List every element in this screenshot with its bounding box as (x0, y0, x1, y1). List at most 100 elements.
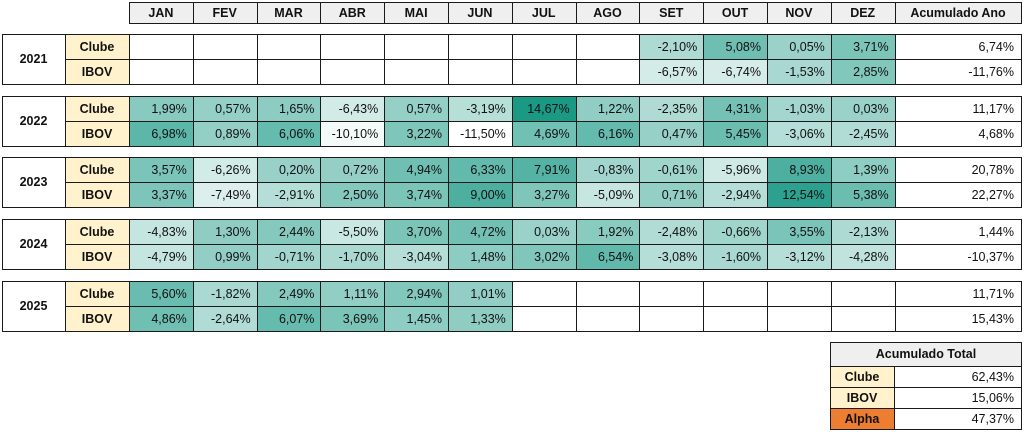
grid-line (2, 84, 1022, 85)
grid-line (830, 34, 832, 84)
year-label-2023: 2023 (2, 157, 65, 207)
grid-line (65, 34, 66, 84)
value-cell-2023-clube-jun: 6,33% (448, 157, 512, 182)
grid-line (639, 281, 641, 331)
grid-line (65, 96, 66, 146)
value-cell-2021-ibov-mar (256, 59, 321, 84)
value-cell-2023-ibov-abr: 2,50% (320, 182, 385, 207)
acc-year-2023-clube: 20,78% (971, 162, 1014, 177)
value-cell-2021-clube-mar (256, 34, 321, 59)
grid-line (767, 34, 768, 84)
grid-line (65, 281, 66, 331)
value-cell-2025-ibov-abr: 3,69% (320, 306, 385, 331)
year-label-2025: 2025 (2, 281, 65, 331)
month-header-ago: AGO (575, 2, 640, 24)
series-label-clube: Clube (65, 157, 129, 182)
value-cell-2025-ibov-nov (767, 306, 831, 331)
value-cell-2023-clube-set: -0,61% (639, 157, 704, 182)
value-cell-2021-ibov-nov: -1,53% (767, 59, 831, 84)
grid-line (2, 281, 3, 331)
grid-line (320, 157, 322, 207)
grid-line (65, 244, 1022, 245)
grid-line (192, 34, 194, 84)
grid-line (2, 207, 1022, 208)
grid-line (256, 34, 258, 84)
value-cell-2024-clube-abr: -5,50% (320, 219, 385, 244)
grid-line (65, 306, 1022, 307)
value-cell-2022-clube-mar: 1,65% (256, 96, 321, 121)
series-label-clube: Clube (65, 281, 129, 306)
value-cell-2023-ibov-jan: 3,37% (129, 182, 193, 207)
value-cell-2023-clube-dez: 1,39% (830, 157, 895, 182)
grid-line (320, 2, 322, 24)
value-cell-2021-ibov-mai (384, 59, 448, 84)
month-header-fev: FEV (192, 2, 257, 24)
grid-line (384, 34, 386, 84)
value-cell-2021-clube-mai (384, 34, 448, 59)
value-cell-2022-ibov-jul: 4,69% (511, 121, 576, 146)
value-cell-2024-ibov-jul: 3,02% (511, 244, 576, 269)
value-cell-2022-ibov-jun: -11,50% (448, 121, 512, 146)
value-cell-2025-ibov-fev: -2,64% (192, 306, 257, 331)
value-cell-2025-clube-jun: 1,01% (448, 281, 512, 306)
grid-line (448, 157, 449, 207)
value-cell-2021-ibov-out: -6,74% (703, 59, 767, 84)
grid-line (894, 2, 896, 24)
value-cell-2021-ibov-abr (320, 59, 385, 84)
value-cell-2024-ibov-dez: -4,28% (830, 244, 895, 269)
value-cell-2023-clube-mar: 0,20% (256, 157, 321, 182)
value-cell-2023-ibov-ago: -5,09% (575, 182, 640, 207)
grid-line (830, 342, 1022, 343)
grid-line (448, 281, 449, 331)
grid-line (1021, 281, 1022, 331)
value-cell-2023-ibov-mar: -2,91% (256, 182, 321, 207)
grid-line (384, 2, 386, 24)
grid-line (129, 2, 1022, 3)
grid-line (1021, 157, 1022, 207)
value-cell-2025-clube-dez (830, 281, 895, 306)
value-cell-2022-ibov-ago: 6,16% (575, 121, 640, 146)
grid-line (192, 157, 194, 207)
value-cell-2025-ibov-jan: 4,86% (129, 306, 193, 331)
grid-line (129, 157, 130, 207)
grid-line (448, 96, 449, 146)
value-cell-2024-ibov-ago: 6,54% (575, 244, 640, 269)
value-cell-2024-ibov-abr: -1,70% (320, 244, 385, 269)
value-cell-2025-clube-jul (511, 281, 576, 306)
series-label-ibov: IBOV (65, 244, 129, 269)
acc-year-2025-ibov: 15,43% (971, 311, 1014, 326)
grid-line (575, 2, 577, 24)
value-cell-2022-ibov-nov: -3,06% (767, 121, 831, 146)
grid-line (830, 2, 832, 24)
grid-line (65, 121, 1022, 122)
acc-year-2022-ibov: 4,68% (978, 126, 1014, 141)
value-cell-2023-clube-mai: 4,94% (384, 157, 448, 182)
grid-line (2, 331, 1022, 332)
value-cell-2022-clube-jan: 1,99% (129, 96, 193, 121)
grid-line (767, 219, 768, 269)
grid-line (894, 157, 896, 207)
grid-line (256, 219, 258, 269)
value-cell-2021-ibov-set: -6,57% (639, 59, 704, 84)
value-cell-2021-clube-set: -2,10% (639, 34, 704, 59)
value-cell-2025-ibov-mar: 6,07% (256, 306, 321, 331)
grid-line (894, 219, 896, 269)
grid-line (2, 219, 3, 269)
value-cell-2025-clube-fev: -1,82% (192, 281, 257, 306)
month-header-jun: JUN (448, 2, 512, 24)
acc-year-2024-ibov: -10,37% (967, 249, 1014, 264)
value-cell-2022-clube-abr: -6,43% (320, 96, 385, 121)
total-value-alpha: 47,37% (971, 411, 1014, 426)
grid-line (830, 281, 832, 331)
value-cell-2024-ibov-jan: -4,79% (129, 244, 193, 269)
grid-line (894, 366, 895, 429)
grid-line (256, 281, 258, 331)
value-cell-2025-clube-jan: 5,60% (129, 281, 193, 306)
value-cell-2023-ibov-jul: 3,27% (511, 182, 576, 207)
value-cell-2025-ibov-out (703, 306, 767, 331)
value-cell-2023-clube-nov: 8,93% (767, 157, 831, 182)
grid-line (320, 96, 322, 146)
grid-line (65, 59, 1022, 60)
grid-line (2, 146, 1022, 147)
grid-line (830, 408, 1022, 409)
